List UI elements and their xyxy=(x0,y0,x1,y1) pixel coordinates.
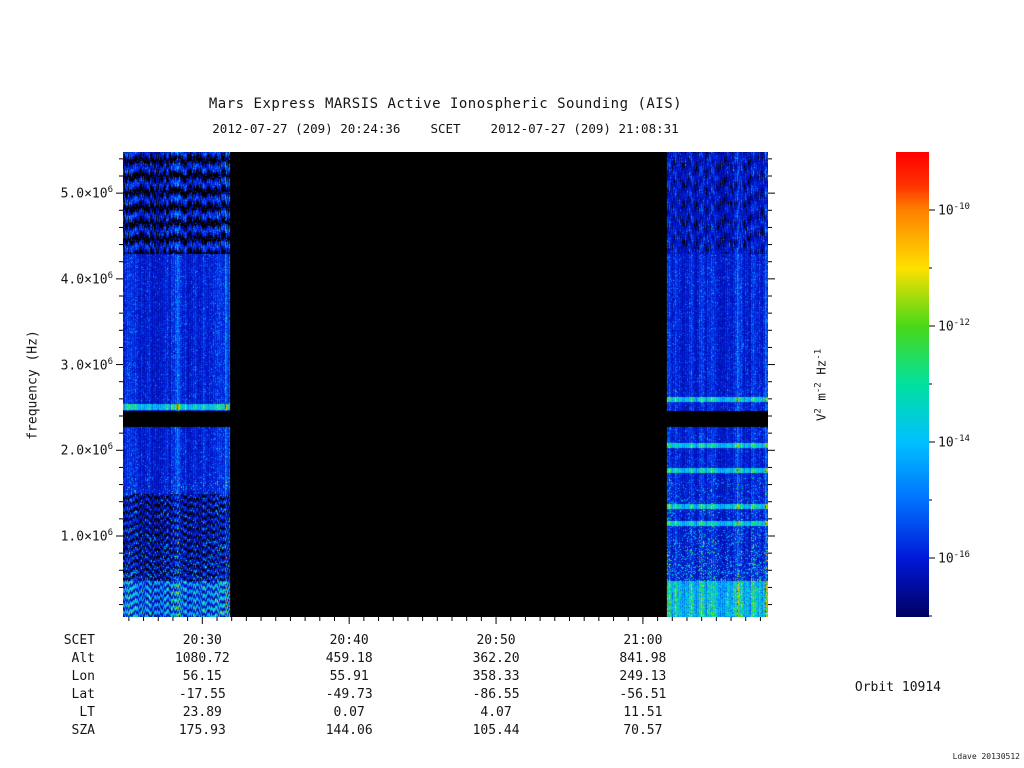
table-cell: 20:50 xyxy=(476,633,516,648)
table-cell: 358.33 xyxy=(472,669,520,684)
table-row-label: SZA xyxy=(71,723,95,738)
table-row-label: Lon xyxy=(71,669,95,684)
colorbar xyxy=(896,152,929,617)
y-tick-label: 3.0×106 xyxy=(60,356,113,373)
y-axis-title: frequency (Hz) xyxy=(25,330,41,440)
scet-end-time: 2012-07-27 (209) 21:08:31 xyxy=(490,121,679,136)
scet-start-time: 2012-07-27 (209) 20:24:36 xyxy=(212,121,401,136)
y-tick-label: 2.0×106 xyxy=(60,442,113,459)
colorbar-unit-label: V2 m-2 Hz-1 xyxy=(813,348,829,422)
table-cell: 70.57 xyxy=(623,723,663,738)
y-tick-label: 1.0×106 xyxy=(60,528,113,545)
scet-label: SCET xyxy=(430,121,461,136)
table-cell: 0.07 xyxy=(333,705,365,720)
table-cell: 841.98 xyxy=(619,651,667,666)
table-cell: 1080.72 xyxy=(174,651,230,666)
table-cell: 56.15 xyxy=(182,669,222,684)
table-cell: 144.06 xyxy=(325,723,373,738)
table-row-label: Alt xyxy=(71,651,95,666)
spectrogram-canvas xyxy=(123,152,768,617)
table-row-label: SCET xyxy=(63,633,95,648)
table-cell: 105.44 xyxy=(472,723,520,738)
table-cell: -17.55 xyxy=(178,687,226,702)
orbit-label: Orbit 10914 xyxy=(854,680,941,695)
table-cell: 20:30 xyxy=(182,633,222,648)
y-tick-label: 4.0×106 xyxy=(60,270,113,288)
table-cell: 4.07 xyxy=(480,705,512,720)
colorbar-tick-label: 10-10 xyxy=(938,202,970,219)
table-cell: -56.51 xyxy=(619,687,667,702)
table-cell: 55.91 xyxy=(329,669,369,684)
table-cell: 20:40 xyxy=(329,633,369,648)
table-cell: 21:00 xyxy=(623,633,663,648)
table-cell: 11.51 xyxy=(623,705,663,720)
colorbar-tick-label: 10-12 xyxy=(938,318,970,335)
table-cell: 459.18 xyxy=(325,651,373,666)
table-cell: 249.13 xyxy=(619,669,667,684)
colorbar-tick-label: 10-16 xyxy=(938,550,970,567)
spectrogram-plot xyxy=(123,152,768,617)
table-row-label: LT xyxy=(79,705,95,720)
table-row-label: Lat xyxy=(71,687,95,702)
table-cell: -49.73 xyxy=(325,687,373,702)
table-cell: 362.20 xyxy=(472,651,520,666)
y-tick-label: 5.0×106 xyxy=(60,185,113,202)
colorbar-tick-label: 10-14 xyxy=(938,434,970,451)
subtitle: 2012-07-27 (209) 20:24:36 SCET 2012-07-2… xyxy=(123,121,768,136)
table-cell: 23.89 xyxy=(182,705,222,720)
table-cell: 175.93 xyxy=(178,723,226,738)
credit-stamp: Ldave 20130512 xyxy=(952,752,1020,761)
page-title: Mars Express MARSIS Active Ionospheric S… xyxy=(208,96,683,112)
table-cell: -86.55 xyxy=(472,687,520,702)
